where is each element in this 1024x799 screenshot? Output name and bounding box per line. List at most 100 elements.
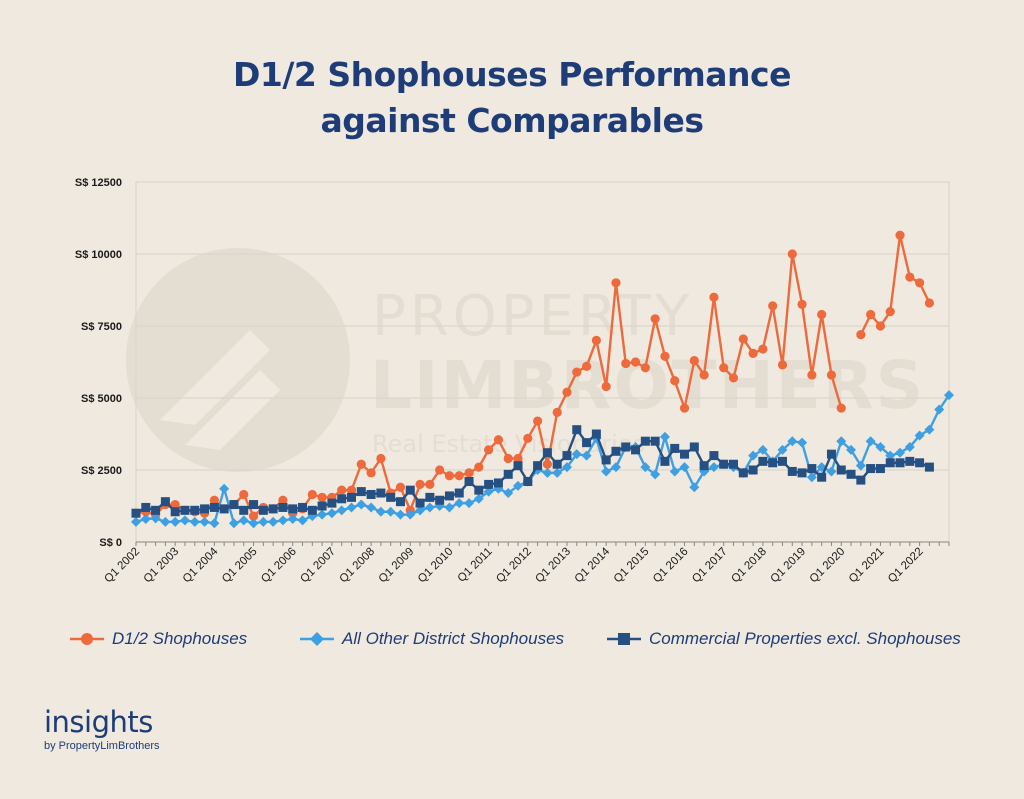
data-point-commercial: [552, 459, 562, 469]
data-point-other-district: [542, 467, 553, 478]
data-point-other-district: [464, 498, 475, 509]
data-point-d12: [278, 495, 288, 505]
data-point-other-district: [405, 509, 416, 520]
data-point-commercial: [572, 425, 582, 435]
data-point-commercial: [258, 505, 268, 515]
data-point-commercial: [288, 504, 298, 514]
data-point-d12: [239, 489, 249, 500]
data-point-commercial: [582, 438, 592, 448]
x-tick-label: Q1 2019: [769, 546, 809, 586]
data-point-other-district: [748, 450, 759, 461]
data-point-commercial: [454, 488, 464, 498]
data-point-commercial: [346, 492, 356, 502]
data-point-commercial: [327, 498, 337, 508]
data-point-d12: [777, 360, 788, 370]
data-point-d12: [836, 403, 846, 413]
data-point-d12: [689, 355, 699, 366]
data-point-commercial: [239, 505, 249, 515]
data-point-commercial: [474, 485, 484, 495]
data-point-commercial: [650, 436, 660, 446]
data-point-other-district: [944, 390, 954, 401]
data-point-other-district: [689, 482, 700, 493]
data-point-d12: [395, 482, 406, 492]
data-point-d12: [572, 367, 582, 377]
data-point-other-district: [179, 515, 190, 526]
data-point-other-district: [924, 424, 935, 435]
data-point-commercial: [317, 501, 327, 511]
data-point-other-district: [895, 447, 906, 458]
y-tick-label: S$ 0: [99, 537, 122, 549]
data-point-commercial: [777, 456, 787, 466]
data-point-other-district: [777, 444, 788, 455]
data-point-commercial: [748, 465, 758, 475]
x-tick-label: Q1 2009: [377, 546, 417, 586]
x-tick-label: Q1 2022: [886, 546, 926, 586]
data-point-commercial: [875, 464, 885, 474]
data-point-d12: [709, 292, 719, 302]
data-point-d12: [621, 358, 631, 369]
data-point-commercial: [758, 456, 768, 466]
data-point-d12: [787, 249, 797, 259]
data-point-commercial: [846, 469, 856, 479]
data-point-d12: [474, 462, 484, 472]
data-point-commercial: [680, 449, 690, 459]
data-point-d12: [817, 309, 827, 320]
data-point-commercial: [405, 485, 415, 495]
data-point-commercial: [542, 448, 552, 458]
data-point-d12: [728, 373, 739, 383]
data-point-d12: [719, 363, 729, 373]
data-point-other-district: [415, 505, 426, 516]
data-point-other-district: [199, 516, 210, 527]
data-point-other-district: [287, 513, 298, 524]
legend: D1/2 Shophouses All Other District Shoph…: [0, 622, 1024, 656]
watermark-line1: PROPERTY: [372, 284, 693, 349]
data-point-d12: [581, 361, 592, 371]
data-point-d12: [454, 471, 464, 481]
data-point-other-district: [865, 436, 876, 447]
data-point-other-district: [483, 486, 494, 497]
data-point-other-district: [277, 515, 288, 526]
data-point-d12: [366, 468, 376, 478]
data-point-other-district: [326, 508, 337, 519]
data-point-other-district: [209, 518, 220, 529]
data-point-other-district: [454, 498, 465, 509]
data-point-d12: [376, 453, 386, 464]
data-point-commercial: [787, 466, 797, 476]
data-point-d12: [425, 479, 435, 489]
data-point-commercial: [386, 492, 396, 502]
data-point-commercial: [719, 459, 729, 469]
data-point-commercial: [523, 477, 533, 487]
data-point-other-district: [385, 506, 396, 517]
brand-name: insights: [44, 705, 153, 739]
data-point-d12: [503, 453, 513, 464]
legend-marker-circle-icon: [70, 633, 104, 645]
data-point-other-district: [297, 515, 308, 526]
data-point-commercial: [533, 461, 543, 471]
series-layer: [131, 230, 954, 529]
data-point-other-district: [806, 472, 817, 483]
legend-label-other-district: All Other District Shophouses: [342, 629, 565, 648]
data-point-commercial: [229, 500, 239, 510]
data-point-commercial: [503, 469, 513, 479]
data-point-d12: [346, 485, 357, 495]
data-point-other-district: [513, 480, 524, 491]
data-point-d12: [317, 492, 327, 502]
data-point-other-district: [356, 499, 367, 510]
data-point-commercial: [905, 456, 915, 466]
data-point-other-district: [650, 469, 661, 480]
y-tick-label: S$ 7500: [81, 321, 122, 333]
data-point-d12: [885, 307, 895, 317]
x-tick-label: Q1 2015: [612, 546, 652, 586]
data-point-commercial: [807, 464, 817, 474]
x-tick-label: Q1 2007: [298, 546, 338, 586]
data-point-other-district: [640, 462, 651, 473]
data-point-d12: [209, 495, 219, 505]
data-point-d12: [640, 363, 650, 373]
x-tick-label: Q1 2013: [533, 546, 573, 586]
data-point-d12: [591, 335, 601, 345]
brand-logo: insights by PropertyLimBrothers: [44, 706, 160, 752]
data-point-other-district: [140, 513, 151, 524]
data-point-d12: [484, 445, 494, 455]
data-point-commercial: [151, 505, 161, 515]
data-point-other-district: [571, 449, 582, 460]
